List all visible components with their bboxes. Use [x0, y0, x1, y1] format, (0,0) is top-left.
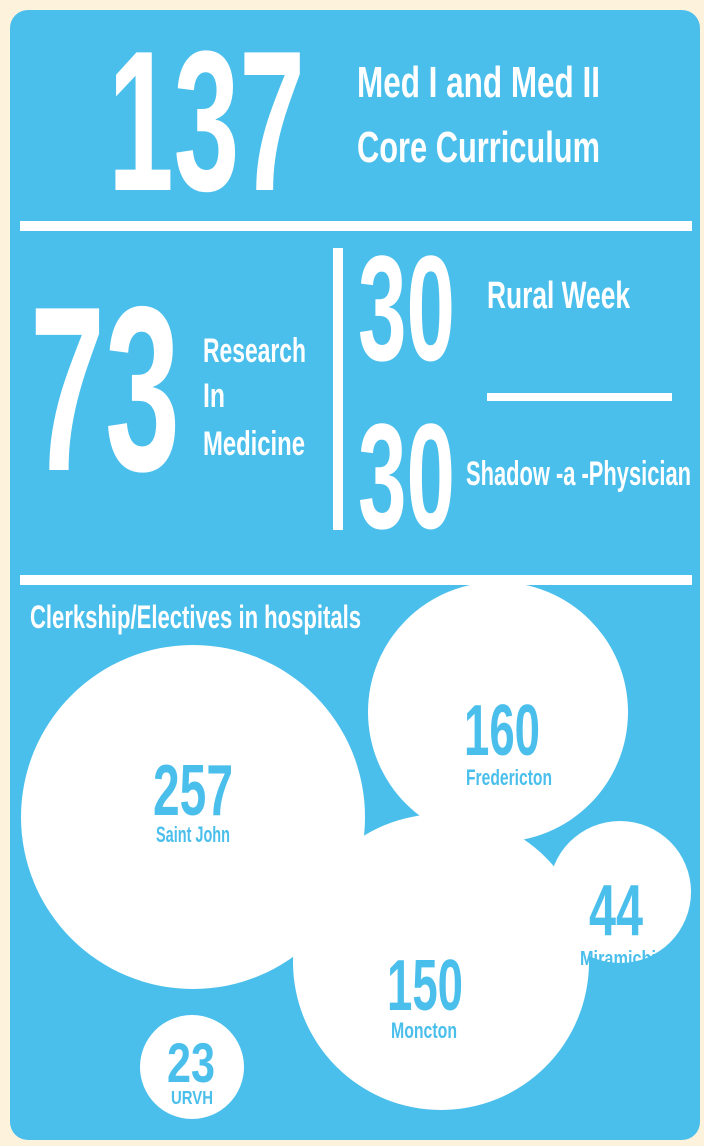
label: Med I and Med II [357, 58, 600, 107]
big-number: 73 [30, 257, 180, 520]
label: In [203, 377, 225, 415]
bubble-label: URVH [171, 1088, 213, 1108]
bubble-number: 150 [387, 946, 463, 1026]
bubble-number: 160 [464, 691, 540, 771]
bubble-label: Moncton [391, 1018, 457, 1043]
label: Research [203, 332, 306, 370]
label: Core Curriculum [357, 123, 600, 172]
bubble-number: 23 [167, 1031, 215, 1094]
bubble [368, 582, 628, 842]
bubble-label: Miramichi [580, 948, 656, 970]
bubble-number: 44 [589, 871, 643, 951]
divider [20, 221, 692, 231]
big-number: 30 [358, 392, 455, 560]
label: Rural Week [487, 275, 631, 317]
bubble [21, 645, 365, 989]
big-number: 137 [108, 10, 305, 233]
bubble [293, 814, 589, 1110]
big-number: 30 [358, 224, 455, 392]
divider [20, 575, 692, 585]
bubble [140, 1015, 244, 1119]
label: Medicine [203, 425, 305, 463]
section-title: Clerkship/Electives in hospitals [30, 599, 361, 635]
label: Shadow -a -Physician [466, 455, 691, 493]
divider [487, 393, 672, 401]
bubble-label: Fredericton [466, 765, 552, 790]
bubble-label: Saint John [156, 822, 230, 847]
bubble-number: 257 [153, 751, 233, 831]
divider [333, 248, 343, 530]
